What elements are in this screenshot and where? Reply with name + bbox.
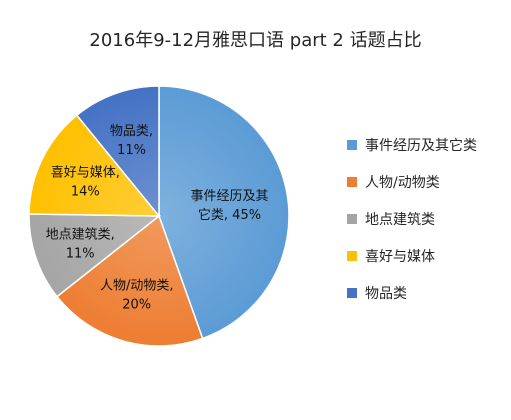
slice-data-label-5: 物品类, 11% bbox=[110, 124, 153, 158]
slice-data-label-line: 物品类, bbox=[110, 124, 153, 139]
legend-swatch bbox=[347, 140, 357, 150]
pie-slice-2 bbox=[55, 214, 204, 347]
pie-slice-5 bbox=[75, 85, 160, 219]
legend-item-4: 喜好与媒体 bbox=[347, 244, 507, 268]
legend-label: 事件经历及其它类 bbox=[365, 138, 477, 154]
slice-data-label-line: 地点建筑类, bbox=[46, 227, 115, 243]
legend-label: 地点建筑类 bbox=[365, 212, 435, 228]
slice-data-label-line: 它类, 45% bbox=[198, 207, 261, 223]
slice-data-label-line: 人物/动物类, bbox=[100, 279, 174, 294]
slice-data-label-line: 喜好与媒体, bbox=[51, 165, 120, 180]
slice-data-label-3: 地点建筑类, 11% bbox=[46, 227, 115, 262]
legend-swatch bbox=[347, 177, 357, 187]
legend-label: 物品类 bbox=[365, 286, 407, 302]
slice-data-label-line: 11% bbox=[117, 143, 146, 158]
slice-data-label-line: 14% bbox=[71, 184, 100, 199]
legend-swatch bbox=[347, 288, 357, 298]
slice-data-label-line: 事件经历及其 bbox=[190, 189, 268, 204]
pie-slice-4 bbox=[28, 114, 161, 217]
slice-data-label-line: 11% bbox=[66, 247, 95, 262]
pie-slice-3 bbox=[28, 213, 162, 298]
chart-legend: 事件经历及其它类 人物/动物类 地点建筑类喜好与媒体物品类 bbox=[347, 133, 507, 318]
slice-data-label-1: 事件经历及其它类, 45% bbox=[190, 189, 268, 223]
legend-label: 人物/动物类 bbox=[365, 175, 440, 191]
chart-title: 2016年9-12月雅思口语 part 2 话题占比 bbox=[89, 30, 422, 51]
slice-data-label-2: 人物/动物类, 20% bbox=[100, 279, 174, 313]
legend-item-5: 物品类 bbox=[347, 281, 507, 305]
legend-item-2: 人物/动物类 bbox=[347, 170, 507, 194]
legend-swatch bbox=[347, 214, 357, 224]
slice-data-label-line: 20% bbox=[122, 298, 151, 313]
slice-data-label-4: 喜好与媒体, 14% bbox=[51, 165, 120, 199]
legend-label: 喜好与媒体 bbox=[365, 249, 435, 265]
legend-swatch bbox=[347, 251, 357, 261]
legend-item-3: 地点建筑类 bbox=[347, 207, 507, 231]
legend-item-1: 事件经历及其它类 bbox=[347, 133, 507, 157]
pie-slice-1 bbox=[158, 85, 290, 340]
